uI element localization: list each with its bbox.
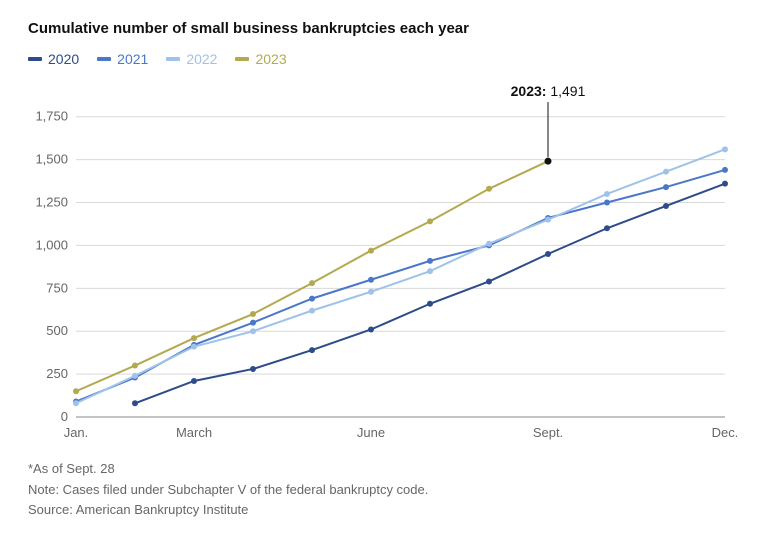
marker-2020: [486, 278, 492, 284]
marker-2023: [73, 388, 79, 394]
marker-2020: [368, 326, 374, 332]
marker-2022: [191, 344, 197, 350]
marker-2021: [604, 200, 610, 206]
marker-2022: [545, 217, 551, 223]
series-2021: [76, 170, 725, 402]
svg-text:1,250: 1,250: [35, 195, 68, 210]
marker-2021: [250, 320, 256, 326]
svg-text:750: 750: [46, 280, 68, 295]
marker-2021: [309, 296, 315, 302]
marker-2023: [309, 280, 315, 286]
svg-text:500: 500: [46, 323, 68, 338]
svg-text:250: 250: [46, 366, 68, 381]
marker-2022: [368, 289, 374, 295]
line-chart: 0 250 500 750 1,000 1,250 1,500 1,750 Jan. March J…: [28, 85, 737, 445]
marker-2020: [250, 366, 256, 372]
legend-label: 2020: [48, 51, 79, 67]
footnote-line: Note: Cases filed under Subchapter V of …: [28, 480, 737, 500]
legend-swatch: [166, 57, 180, 61]
marker-2022: [604, 191, 610, 197]
marker-2022: [309, 308, 315, 314]
marker-2023: [132, 363, 138, 369]
legend-item-2020: 2020: [28, 51, 79, 67]
marker-2020: [191, 378, 197, 384]
marker-2020: [663, 203, 669, 209]
legend-item-2022: 2022: [166, 51, 217, 67]
svg-text:1,000: 1,000: [35, 237, 68, 252]
legend-item-2023: 2023: [235, 51, 286, 67]
svg-text:March: March: [176, 425, 212, 440]
footnote-line: Source: American Bankruptcy Institute: [28, 500, 737, 520]
marker-2022: [73, 400, 79, 406]
marker-2022: [427, 268, 433, 274]
marker-2023: [368, 248, 374, 254]
marker-2023: [191, 335, 197, 341]
callout-dot: [545, 158, 552, 165]
legend-item-2021: 2021: [97, 51, 148, 67]
marker-2022: [663, 169, 669, 175]
footnote-line: *As of Sept. 28: [28, 459, 737, 479]
marker-2020: [427, 301, 433, 307]
svg-text:Sept.: Sept.: [533, 425, 563, 440]
marker-2023: [250, 311, 256, 317]
marker-2020: [132, 400, 138, 406]
marker-2022: [486, 241, 492, 247]
marker-2020: [722, 181, 728, 187]
legend-swatch: [235, 57, 249, 61]
marker-2022: [250, 328, 256, 334]
legend-label: 2021: [117, 51, 148, 67]
svg-text:0: 0: [61, 409, 68, 424]
marker-2021: [722, 167, 728, 173]
series-2023: [76, 161, 548, 391]
svg-text:1,500: 1,500: [35, 152, 68, 167]
chart-title: Cumulative number of small business bank…: [28, 20, 737, 37]
marker-2022: [722, 146, 728, 152]
marker-2023: [486, 186, 492, 192]
chart-area: 0 250 500 750 1,000 1,250 1,500 1,750 Jan. March J…: [28, 85, 737, 445]
legend-swatch: [28, 57, 42, 61]
svg-text:Jan.: Jan.: [64, 425, 89, 440]
callout-label: 2023: 1,491: [511, 85, 586, 99]
legend-label: 2023: [255, 51, 286, 67]
marker-2021: [427, 258, 433, 264]
svg-text:1,750: 1,750: [35, 109, 68, 124]
series-2022: [76, 149, 725, 403]
legend: 2020 2021 2022 2023: [28, 51, 737, 67]
marker-2021: [663, 184, 669, 190]
legend-swatch: [97, 57, 111, 61]
marker-2023: [427, 218, 433, 224]
marker-2022: [132, 373, 138, 379]
legend-label: 2022: [186, 51, 217, 67]
marker-2020: [604, 225, 610, 231]
svg-text:Dec.: Dec.: [712, 425, 737, 440]
svg-text:June: June: [357, 425, 385, 440]
footnotes: *As of Sept. 28Note: Cases filed under S…: [28, 459, 737, 520]
series-2020: [135, 184, 725, 404]
marker-2020: [545, 251, 551, 257]
marker-2020: [309, 347, 315, 353]
marker-2021: [368, 277, 374, 283]
